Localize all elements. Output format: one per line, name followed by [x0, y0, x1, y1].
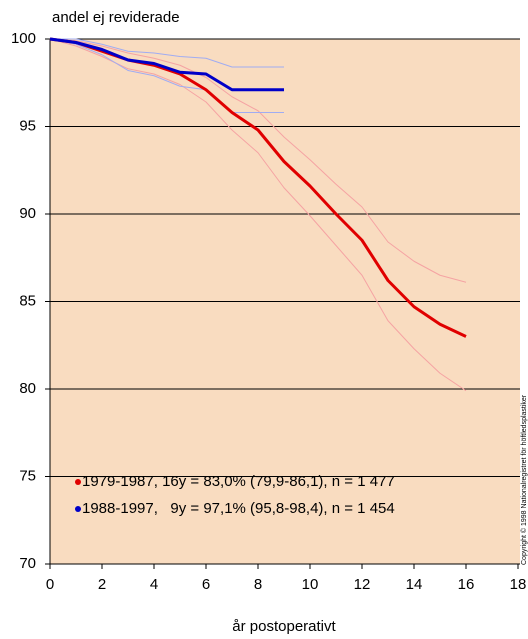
y-tick-label: 75	[19, 467, 36, 484]
x-axis-label: år postoperativt	[232, 618, 336, 635]
confidence-line	[50, 38, 284, 68]
x-tick-label: 10	[302, 576, 319, 593]
confidence-line	[49, 38, 467, 283]
x-tick-label: 12	[354, 576, 371, 593]
legend-marker	[75, 506, 81, 512]
x-tick-label: 16	[458, 576, 475, 593]
x-tick-label: 18	[510, 576, 527, 593]
series-line	[49, 37, 284, 92]
copyright-note: Copyright © 1998 Nationalregistret för h…	[520, 394, 528, 565]
y-tick-label: 70	[19, 555, 36, 572]
y-tick-label: 100	[11, 30, 36, 47]
y-tick-label: 95	[19, 117, 36, 134]
legend-label: 1988-1997, 9y = 97,1% (95,8-98,4), n = 1…	[82, 500, 395, 517]
x-tick-label: 0	[46, 576, 54, 593]
legend-label: 1979-1987, 16y = 83,0% (79,9-86,1), n = …	[82, 473, 395, 490]
x-tick-label: 2	[98, 576, 106, 593]
confidence-line	[49, 38, 284, 113]
x-tick-label: 6	[202, 576, 210, 593]
legend-marker	[75, 479, 81, 485]
x-tick-label: 8	[254, 576, 262, 593]
y-tick-label: 80	[19, 380, 36, 397]
y-tick-label: 90	[19, 205, 36, 222]
x-tick-label: 4	[150, 576, 158, 593]
y-axis-label: andel ej reviderade	[52, 9, 180, 26]
y-tick-label: 85	[19, 292, 36, 309]
x-tick-label: 14	[406, 576, 423, 593]
